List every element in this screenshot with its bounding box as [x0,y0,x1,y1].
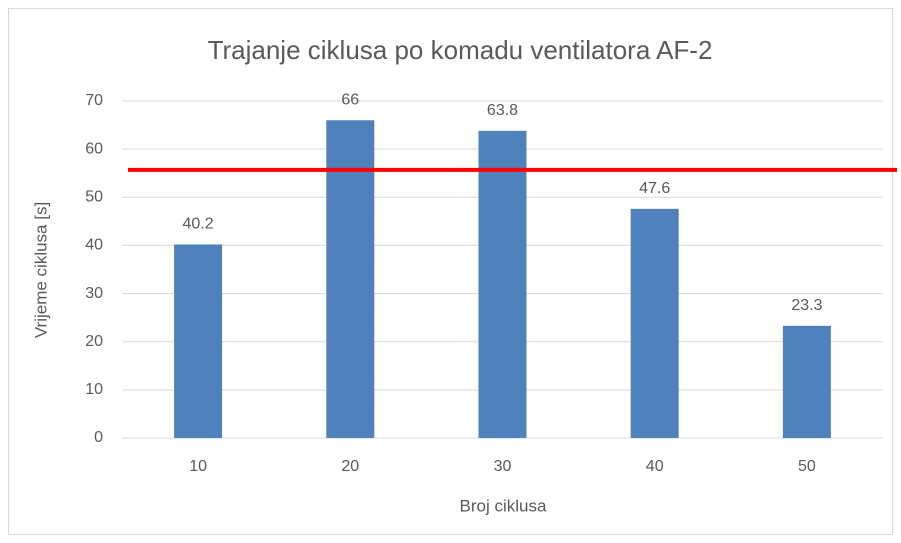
x-tick-label: 30 [494,458,512,475]
chart-title: Trajanje ciklusa po komadu ventilatora A… [208,35,713,65]
y-axis-title: Vrijeme ciklusa [s] [31,202,50,338]
y-tick-label: 50 [85,189,103,206]
data-label: 40.2 [183,216,214,233]
data-label: 23.3 [791,297,822,314]
bar [326,120,375,438]
y-tick-label: 0 [94,429,103,446]
bar [174,244,223,438]
bar [782,325,831,438]
data-label: 47.6 [639,180,670,197]
y-tick-label: 20 [85,333,103,350]
x-tick-label: 40 [646,458,664,475]
y-tick-label: 40 [85,237,103,254]
bar [478,130,527,438]
bar [630,208,679,438]
y-tick-label: 10 [85,381,103,398]
y-tick-label: 60 [85,140,103,157]
chart-border [8,8,893,535]
data-label: 66 [341,91,359,108]
x-axis-title: Broj ciklusa [460,496,547,515]
x-tick-label: 20 [341,458,359,475]
y-tick-label: 30 [85,285,103,302]
y-tick-label: 70 [85,92,103,109]
data-label: 63.8 [487,102,518,119]
x-tick-label: 10 [189,458,207,475]
x-tick-label: 50 [798,458,816,475]
